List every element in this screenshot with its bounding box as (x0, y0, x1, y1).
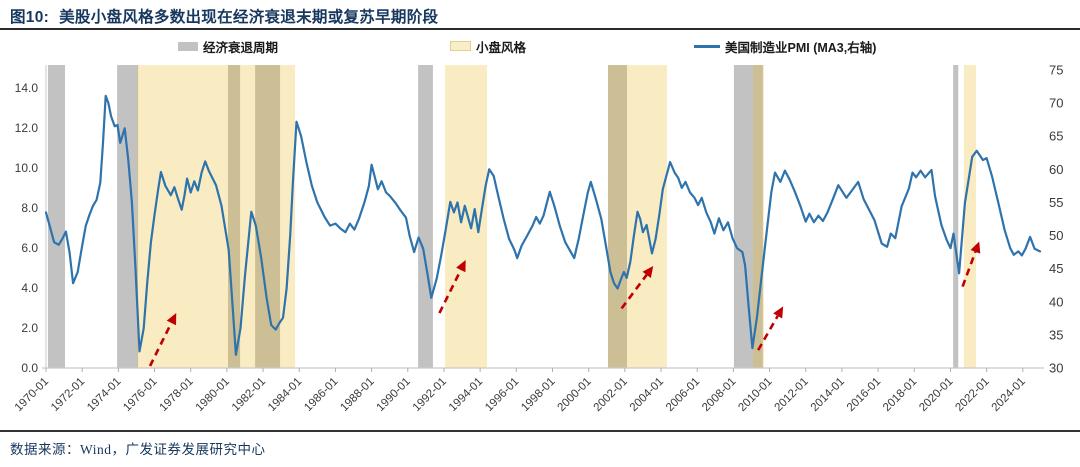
x-tick-label: 2010-01 (736, 376, 774, 414)
source-note: 数据来源：Wind，广发证券发展研究中心 (10, 442, 266, 457)
x-tick-label: 2000-01 (555, 376, 593, 414)
x-tick-label: 1970-01 (13, 376, 51, 414)
recession-band (953, 65, 959, 368)
right-tick-label: 55 (1049, 195, 1063, 210)
right-tick-label: 70 (1049, 96, 1063, 111)
pmi-line-swatch (694, 44, 720, 48)
smallcap-band (752, 65, 764, 368)
recession-bands (47, 65, 959, 368)
right-tick-label: 60 (1049, 162, 1063, 177)
left-tick-label: 8.0 (21, 201, 38, 215)
x-tick-label: 1978-01 (157, 376, 195, 414)
right-tick-label: 45 (1049, 261, 1063, 276)
smallcap-bands (136, 65, 976, 368)
x-tick-label: 1974-01 (85, 376, 123, 414)
recovery-arrow (961, 251, 977, 287)
figure-title: 图10: 美股小盘风格多数出现在经济衰退末期或复苏早期阶段 (10, 5, 438, 27)
x-tick-label: 2002-01 (592, 376, 630, 414)
x-tick-label: 1994-01 (447, 376, 485, 414)
recovery-arrow-head (642, 266, 654, 278)
legend-label-pmi: 美国制造业PMI (MA3,右轴) (725, 40, 877, 55)
x-tick-label: 1988-01 (338, 376, 376, 414)
x-tick-label: 1984-01 (266, 376, 304, 414)
x-tick-label: 2024-01 (990, 376, 1028, 414)
recession-band (608, 65, 628, 368)
right-tick-label: 75 (1049, 63, 1063, 78)
recession-band (117, 65, 139, 368)
legend-item-smallcap: 小盘风格 (450, 38, 527, 55)
legend-item-recession: 经济衰退周期 (178, 38, 279, 55)
legend-item-pmi: 美国制造业PMI (MA3,右轴) (694, 38, 877, 55)
figure-number: 图10: (10, 9, 50, 26)
recovery-arrow-head (970, 241, 981, 254)
x-tick-label: 1996-01 (483, 376, 521, 414)
left-tick-label: 4.0 (21, 281, 38, 295)
x-tick-label: 2018-01 (881, 376, 919, 414)
left-tick-label: 0.0 (21, 361, 38, 375)
right-tick-label: 30 (1049, 361, 1063, 376)
trend-arrows (148, 241, 981, 367)
smallcap-band (136, 65, 296, 368)
x-tick-label: 2008-01 (700, 376, 738, 414)
x-tick-label: 1972-01 (49, 376, 87, 414)
recovery-arrow (438, 269, 462, 314)
source-divider (0, 430, 1080, 432)
x-tick-label: 2022-01 (953, 376, 991, 414)
figure-title-text: 美股小盘风格多数出现在经济衰退末期或复苏早期阶段 (59, 9, 439, 26)
right-tick-label: 40 (1049, 294, 1063, 309)
recovery-arrow-head (773, 306, 784, 319)
right-tick-label: 50 (1049, 228, 1063, 243)
legend-label-smallcap: 小盘风格 (476, 40, 527, 55)
x-tick-label: 1986-01 (302, 376, 340, 414)
x-tick-label: 2016-01 (845, 376, 883, 414)
x-tick-label: 1980-01 (194, 376, 232, 414)
recession-band-swatch (178, 41, 198, 51)
left-tick-label: 12.0 (15, 121, 39, 135)
smallcap-band-swatch (450, 41, 471, 51)
x-tick-label: 2006-01 (664, 376, 702, 414)
x-tick-label: 2014-01 (809, 376, 847, 414)
recession-band (47, 65, 65, 368)
recession-band (418, 65, 433, 368)
title-divider (0, 28, 1080, 30)
recovery-arrow (757, 315, 779, 351)
smallcap-band (963, 65, 976, 368)
left-tick-label: 10.0 (15, 161, 39, 175)
x-tick-label: 1998-01 (519, 376, 557, 414)
recovery-arrow-head (456, 260, 466, 273)
recovery-arrow-head (166, 313, 177, 326)
x-tick-label: 1976-01 (121, 376, 159, 414)
left-tick-label: 6.0 (21, 241, 38, 255)
x-tick-label: 1990-01 (375, 376, 413, 414)
chart-legend: 经济衰退周期 小盘风格 美国制造业PMI (MA3,右轴) (0, 38, 1080, 56)
x-tick-label: 2020-01 (917, 376, 955, 414)
x-tick-label: 2004-01 (628, 376, 666, 414)
left-tick-label: 14.0 (15, 81, 39, 95)
right-tick-label: 35 (1049, 327, 1063, 342)
left-tick-label: 2.0 (21, 321, 38, 335)
recovery-arrow (620, 274, 648, 310)
recession-band (733, 65, 763, 368)
x-tick-label: 1992-01 (411, 376, 449, 414)
x-tick-label: 1982-01 (230, 376, 268, 414)
legend-label-recession: 经济衰退周期 (203, 40, 279, 55)
right-tick-label: 65 (1049, 129, 1063, 144)
x-tick-label: 2012-01 (773, 376, 811, 414)
recovery-arrow (148, 322, 173, 367)
recession-band (255, 65, 281, 368)
pmi-line (44, 94, 1042, 356)
